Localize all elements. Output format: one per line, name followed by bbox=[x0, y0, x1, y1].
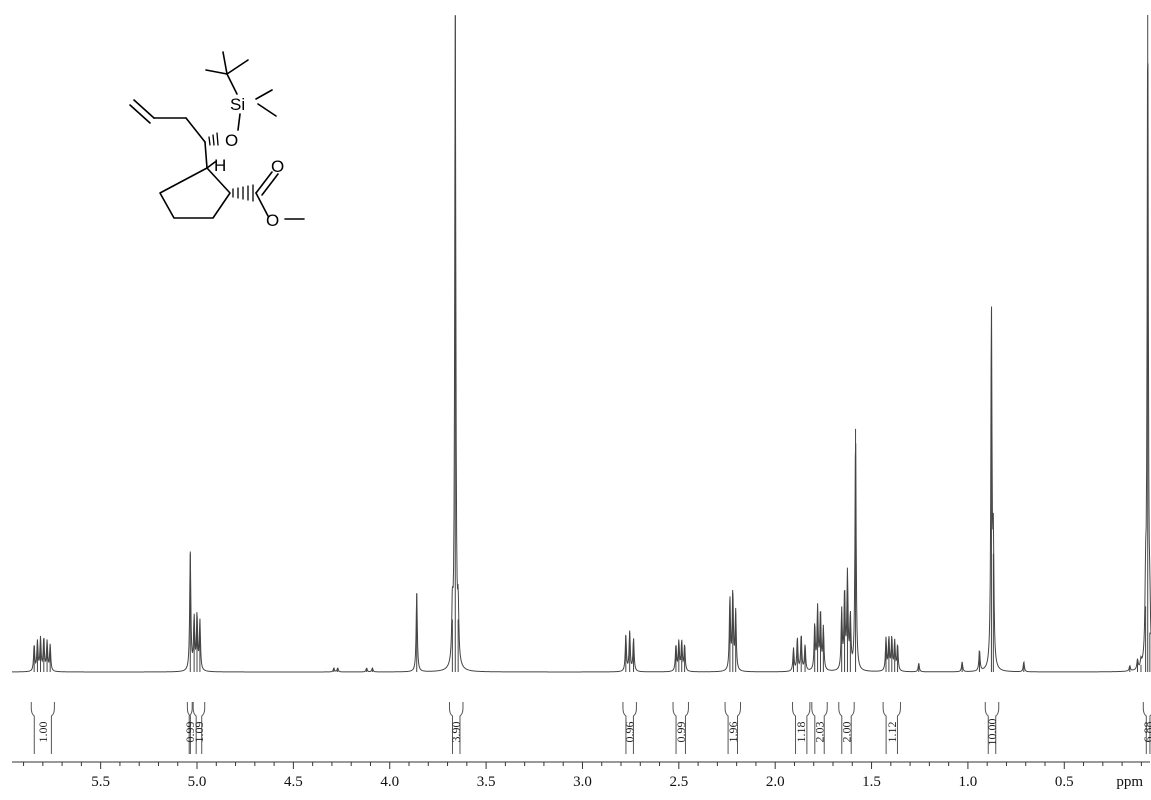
integral-label: 0.96 bbox=[623, 722, 637, 743]
integral-label: 10.00 bbox=[985, 719, 999, 746]
bond-tbu-1 bbox=[205, 69, 228, 75]
hashed-bond-oxygen bbox=[208, 132, 219, 146]
integral-label: 3.90 bbox=[449, 722, 463, 743]
spectrum-trace-layer bbox=[11, 15, 1151, 673]
bond-ring-to-chain bbox=[204, 141, 208, 169]
atom-h: H bbox=[214, 156, 226, 175]
integral-region: 0.99 bbox=[183, 702, 197, 754]
x-tick-label: 0.5 bbox=[1055, 774, 1074, 790]
integral-label: 6.88 bbox=[1141, 722, 1151, 743]
integral-bracket bbox=[838, 702, 843, 754]
integral-region: 0.96 bbox=[622, 702, 637, 754]
integral-region: 1.09 bbox=[192, 702, 206, 754]
integral-bracket bbox=[984, 702, 989, 754]
integral-region: 2.03 bbox=[811, 702, 828, 754]
bond-carbonyl-1 bbox=[255, 171, 273, 194]
x-tick-label: 1.0 bbox=[959, 774, 978, 790]
integral-region: 3.90 bbox=[448, 702, 464, 754]
bond-si-tbu bbox=[226, 73, 238, 95]
integral-label: 0.99 bbox=[674, 722, 688, 743]
integral-label: 1.09 bbox=[192, 722, 206, 743]
bond-vinyl-1 bbox=[133, 99, 155, 119]
bond-o-si bbox=[237, 113, 241, 131]
integral-bracket bbox=[850, 702, 855, 754]
x-tick-label: 2.5 bbox=[669, 774, 688, 790]
x-tick-label: 5.0 bbox=[188, 774, 207, 790]
integral-bracket bbox=[811, 702, 816, 754]
integral-region: 1.12 bbox=[882, 702, 901, 754]
x-tick-label: 3.0 bbox=[573, 774, 592, 790]
integral-region: 0.99 bbox=[672, 702, 689, 754]
integral-region: 10.00 bbox=[984, 702, 1000, 754]
integral-bracket bbox=[30, 702, 35, 754]
integral-bracket bbox=[201, 702, 206, 754]
integral-label: 1.12 bbox=[885, 722, 899, 743]
integral-label: 2.03 bbox=[813, 722, 827, 743]
integral-bracket bbox=[736, 702, 741, 754]
integral-layer: 1.00 0.991.09 3.90 0.96 0.99 1.96 1.18 2.03 2.00… bbox=[30, 702, 1151, 754]
integral-bracket bbox=[1149, 714, 1151, 754]
integral-bracket bbox=[672, 702, 677, 754]
integral-bracket bbox=[448, 702, 453, 754]
integral-label: 1.96 bbox=[726, 722, 740, 743]
cyclopentane-ring bbox=[159, 167, 231, 219]
bond-si-methyl-2 bbox=[257, 103, 277, 117]
x-axis: 5.5 5.0 4.5 4.0 3.5 3.0 2.5 2.0 1.5 1.0 0.5 ppm bbox=[12, 761, 1150, 790]
bond-ch-ch2 bbox=[185, 117, 206, 143]
integral-region: 1.00 bbox=[30, 702, 55, 754]
spectrum-trace bbox=[11, 16, 1151, 673]
x-tick-label: 2.0 bbox=[766, 774, 785, 790]
x-tick-label: 5.5 bbox=[91, 774, 110, 790]
integral-bracket bbox=[792, 702, 797, 754]
integral-region: 2.00 bbox=[838, 702, 855, 754]
integral-label: 1.18 bbox=[794, 722, 808, 743]
x-tick-label: 4.5 bbox=[284, 774, 303, 790]
integral-bracket bbox=[632, 702, 637, 754]
x-tick-label: 4.0 bbox=[380, 774, 399, 790]
integral-bracket bbox=[684, 702, 689, 754]
x-tick-label: 3.5 bbox=[477, 774, 496, 790]
bond-ester-o bbox=[255, 192, 269, 217]
x-axis-label: ppm bbox=[1116, 774, 1143, 790]
hashed-bond-ester bbox=[232, 184, 254, 202]
integral-bracket bbox=[823, 702, 828, 754]
bond-h bbox=[206, 161, 216, 169]
atom-o-ester: O bbox=[266, 211, 279, 230]
bond-tbu-3 bbox=[226, 59, 249, 75]
integral-bracket bbox=[622, 702, 627, 754]
integral-region: 1.18 bbox=[792, 702, 811, 754]
integral-bracket bbox=[896, 702, 901, 754]
integral-label: 1.00 bbox=[36, 722, 50, 743]
bond-vinyl-2 bbox=[129, 104, 151, 124]
atom-o-carbonyl: O bbox=[271, 157, 284, 176]
integral-label: 0.99 bbox=[183, 722, 197, 743]
bond-si-methyl-1 bbox=[255, 89, 273, 100]
integral-bracket bbox=[188, 702, 193, 754]
integral-bracket bbox=[806, 702, 811, 754]
integral-bracket bbox=[192, 702, 197, 754]
atom-o-ether: O bbox=[225, 131, 238, 150]
integral-region: 1.96 bbox=[724, 702, 741, 754]
integral-bracket bbox=[995, 702, 1000, 754]
chemical-structure: Si O H O O bbox=[129, 51, 305, 230]
integral-bracket bbox=[1142, 702, 1147, 754]
integral-bracket bbox=[882, 702, 887, 754]
integral-bracket bbox=[186, 702, 191, 754]
bond-carbonyl-2 bbox=[261, 173, 279, 196]
integral-bracket bbox=[50, 702, 55, 754]
atom-si: Si bbox=[230, 95, 245, 114]
integral-bracket bbox=[724, 702, 729, 754]
integral-label: 2.00 bbox=[839, 722, 853, 743]
x-tick-label: 1.5 bbox=[862, 774, 881, 790]
integral-region: 6.88 bbox=[1141, 702, 1151, 754]
integral-bracket bbox=[459, 702, 464, 754]
bond-tbu-2 bbox=[222, 51, 228, 75]
